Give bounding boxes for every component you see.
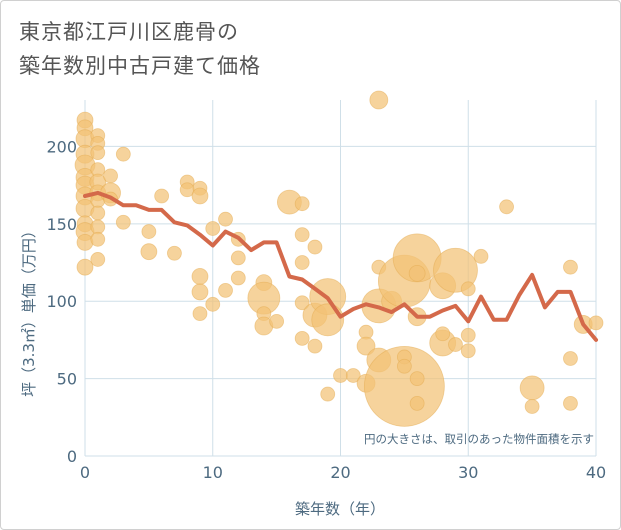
- data-bubble: [154, 188, 170, 204]
- data-bubble: [294, 295, 310, 311]
- data-bubble: [294, 196, 310, 212]
- data-bubble: [191, 187, 209, 205]
- y-tick-label: 200: [46, 137, 77, 156]
- data-bubble: [230, 250, 246, 266]
- y-tick-label: 50: [57, 370, 77, 389]
- data-bubble: [191, 268, 209, 285]
- data-bubble: [115, 214, 131, 230]
- data-bubble: [345, 368, 361, 383]
- data-bubble: [320, 386, 336, 402]
- data-bubble: [369, 90, 389, 110]
- data-bubble: [408, 264, 426, 282]
- data-bubble: [588, 315, 604, 331]
- y-axis-ticks: 0 50 100 150 200: [46, 137, 77, 466]
- x-tick-label: 40: [586, 463, 606, 482]
- data-bubble: [218, 282, 233, 298]
- x-axis-ticks: 0 10 20 30 40: [80, 463, 606, 482]
- y-tick-label: 0: [67, 447, 77, 466]
- data-bubble: [396, 358, 412, 374]
- data-bubble: [311, 303, 345, 337]
- data-bubble: [205, 296, 221, 312]
- data-bubble: [90, 252, 106, 267]
- data-bubble: [409, 371, 425, 387]
- data-bubble: [294, 330, 310, 346]
- x-tick-label: 30: [458, 463, 478, 482]
- grid-lines: [84, 100, 597, 457]
- data-bubble: [90, 219, 106, 235]
- data-bubble: [473, 248, 489, 264]
- data-bubble: [460, 281, 476, 297]
- data-bubble: [205, 221, 221, 236]
- x-axis-label: 築年数（年）: [295, 500, 385, 518]
- data-bubble: [563, 351, 578, 366]
- data-bubble: [90, 205, 106, 221]
- x-tick-label: 0: [80, 463, 90, 482]
- data-bubble: [191, 283, 209, 301]
- data-bubble: [409, 395, 425, 411]
- data-bubble: [448, 337, 463, 352]
- data-bubble: [363, 345, 445, 427]
- data-bubble: [230, 270, 246, 286]
- data-bubble: [90, 231, 106, 247]
- data-bubble: [435, 326, 451, 342]
- data-bubble: [141, 224, 157, 239]
- chart-title-line-2: 築年数別中古戸建て価格: [19, 54, 261, 78]
- y-tick-label: 100: [46, 292, 77, 311]
- data-bubble: [563, 259, 578, 275]
- data-bubble: [294, 227, 310, 243]
- bubble-size-note: 円の大きさは、取引のあった物件面積を示す: [364, 432, 594, 446]
- x-tick-label: 20: [330, 463, 350, 482]
- data-bubble: [460, 343, 476, 359]
- data-bubble: [294, 255, 310, 270]
- chart-title: 東京都江戸川区鹿骨の 築年数別中古戸建て価格: [19, 15, 261, 83]
- data-bubble: [333, 368, 348, 383]
- chart-title-line-1: 東京都江戸川区鹿骨の: [19, 20, 239, 44]
- data-bubble: [499, 199, 514, 215]
- data-bubble: [433, 247, 478, 293]
- x-tick-label: 10: [203, 463, 223, 482]
- data-bubble: [524, 399, 540, 414]
- data-bubble: [307, 338, 323, 354]
- data-bubble: [76, 233, 94, 251]
- data-bubble: [519, 375, 545, 401]
- bubble-layer: [74, 90, 604, 427]
- data-bubble: [192, 306, 208, 322]
- y-axis-label: 坪（3.3㎡）単価（万円）: [20, 223, 38, 397]
- data-bubble: [167, 245, 182, 261]
- data-bubble: [90, 145, 106, 161]
- average-price-line: [83, 190, 598, 342]
- y-tick-label: 150: [46, 215, 77, 234]
- data-bubble: [76, 258, 94, 276]
- data-bubble: [115, 146, 131, 162]
- data-bubble: [460, 327, 476, 343]
- data-bubble: [103, 168, 118, 184]
- data-bubble: [140, 243, 158, 261]
- data-bubble: [307, 239, 323, 255]
- data-bubble: [269, 313, 285, 329]
- data-bubble: [218, 211, 233, 227]
- data-bubble: [356, 336, 376, 356]
- data-bubble: [563, 395, 578, 411]
